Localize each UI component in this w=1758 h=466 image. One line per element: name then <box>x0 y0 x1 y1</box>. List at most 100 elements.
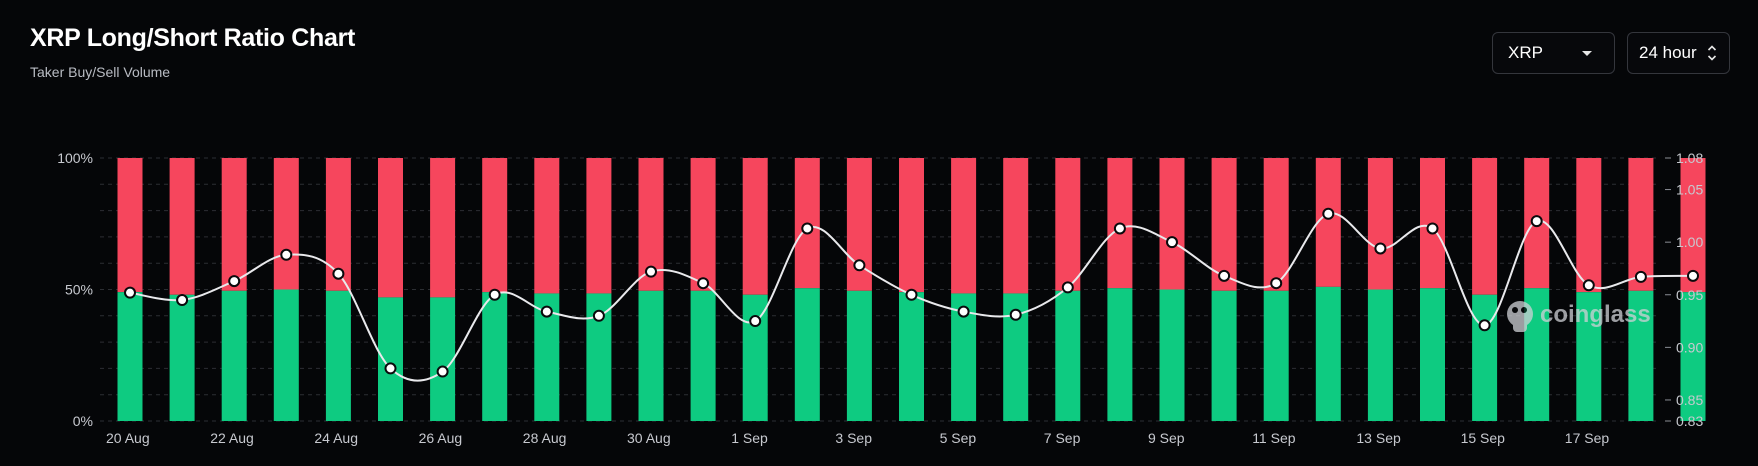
long-bar <box>638 290 664 421</box>
ratio-point <box>1634 270 1647 283</box>
ratio-point <box>540 305 553 318</box>
ratio-point <box>280 248 293 261</box>
ratio-point <box>749 315 762 328</box>
x-tick-label: 7 Sep <box>1044 430 1081 446</box>
short-bar <box>742 158 768 295</box>
right-tick-label: 0.83 <box>1676 413 1703 429</box>
right-tick-label: 0.85 <box>1676 392 1703 408</box>
short-bar <box>1680 158 1706 293</box>
ratio-point <box>853 259 866 272</box>
right-tick-label: 0.95 <box>1676 287 1703 303</box>
x-tick-label: 3 Sep <box>835 430 872 446</box>
long-bar <box>1628 290 1654 421</box>
x-tick-label: 28 Aug <box>523 430 567 446</box>
long-bar <box>899 292 924 421</box>
long-bar <box>482 292 508 421</box>
x-tick-label: 15 Sep <box>1461 430 1506 446</box>
ratio-point <box>1061 281 1074 294</box>
ratio-point <box>957 305 970 318</box>
short-bar <box>1211 158 1237 291</box>
left-tick-label: 50% <box>65 282 93 298</box>
right-y-axis: 0.83 0.85 0.90 0.95 1.00 1.05 1.08 <box>1665 150 1703 429</box>
ratio-point <box>1478 319 1491 332</box>
long-bar <box>1055 290 1081 421</box>
x-tick-label: 11 Sep <box>1252 430 1296 446</box>
bars <box>117 158 1706 421</box>
watermark-text: coinglass <box>1540 301 1651 328</box>
caret-down-icon <box>1582 51 1592 56</box>
long-bar <box>221 290 247 421</box>
ratio-point <box>1687 269 1699 282</box>
long-bar <box>1107 288 1133 421</box>
x-tick-label: 1 Sep <box>731 430 768 446</box>
symbol-select-value: XRP <box>1508 43 1543 62</box>
short-bar <box>1367 158 1393 290</box>
updown-chevron-icon <box>1707 45 1717 61</box>
ratio-point <box>645 265 657 278</box>
right-tick-label: 1.00 <box>1676 234 1703 250</box>
long-bar <box>1367 289 1393 421</box>
long-bar <box>273 289 299 421</box>
ratio-points <box>124 207 1699 378</box>
ratio-point <box>1530 215 1543 228</box>
long-bar <box>117 292 143 421</box>
long-bar <box>325 290 351 421</box>
period-select-value: 24 hour <box>1639 43 1697 62</box>
short-bar <box>1315 158 1341 287</box>
ratio-point <box>1322 207 1335 220</box>
x-tick-label: 9 Sep <box>1148 430 1185 446</box>
short-bar <box>1003 158 1029 294</box>
coinglass-logo-icon <box>1507 301 1533 332</box>
symbol-select[interactable]: XRP <box>1492 32 1615 74</box>
ratio-point <box>1582 279 1595 292</box>
short-bar <box>117 158 143 293</box>
x-tick-label: 24 Aug <box>314 430 358 446</box>
short-bar <box>1263 158 1289 291</box>
short-bar <box>1055 158 1081 291</box>
chart-title: XRP Long/Short Ratio Chart <box>30 24 356 52</box>
short-bar <box>899 158 924 293</box>
short-bar <box>1159 158 1185 290</box>
ratio-point <box>801 222 814 235</box>
ratio-point <box>1426 222 1439 235</box>
long-bar <box>1472 294 1498 421</box>
short-bar <box>1472 158 1498 295</box>
x-axis: 20 Aug 22 Aug 24 Aug 26 Aug 28 Aug 30 Aug 1 Se… <box>106 430 1609 446</box>
short-bar <box>430 158 456 298</box>
ratio-point <box>1113 222 1126 235</box>
chart-subtitle: Taker Buy/Sell Volume <box>30 64 171 80</box>
ratio-point <box>1166 236 1178 249</box>
x-tick-label: 26 Aug <box>419 430 463 446</box>
long-bar <box>794 288 820 421</box>
ratio-point <box>436 365 449 378</box>
short-bar <box>482 158 508 293</box>
ratio-point <box>697 277 710 290</box>
left-tick-label: 100% <box>57 150 93 166</box>
short-bar <box>951 158 977 294</box>
x-tick-label: 17 Sep <box>1565 430 1610 446</box>
short-bar <box>273 158 299 290</box>
x-tick-label: 30 Aug <box>627 430 671 446</box>
x-tick-label: 22 Aug <box>210 430 254 446</box>
period-select[interactable]: 24 hour <box>1627 32 1730 74</box>
long-bar <box>1680 292 1706 421</box>
long-bar <box>1315 286 1341 421</box>
right-tick-label: 1.05 <box>1676 182 1703 198</box>
ratio-line <box>129 212 1694 382</box>
long-bar <box>1420 288 1445 421</box>
ratio-point <box>592 309 605 322</box>
short-bar <box>378 158 403 298</box>
short-bar <box>1576 158 1602 293</box>
ratio-point <box>176 294 189 307</box>
short-bar <box>1628 158 1654 291</box>
long-bar <box>430 297 456 421</box>
right-tick-label: 1.08 <box>1676 150 1703 166</box>
ratio-point <box>332 267 345 280</box>
ratio-point <box>124 286 136 299</box>
ratio-point <box>1009 308 1022 321</box>
grid-lines <box>100 157 1660 422</box>
short-bar <box>690 158 716 291</box>
left-y-axis: 0% 50% 100% <box>57 150 93 429</box>
x-tick-label: 13 Sep <box>1356 430 1401 446</box>
